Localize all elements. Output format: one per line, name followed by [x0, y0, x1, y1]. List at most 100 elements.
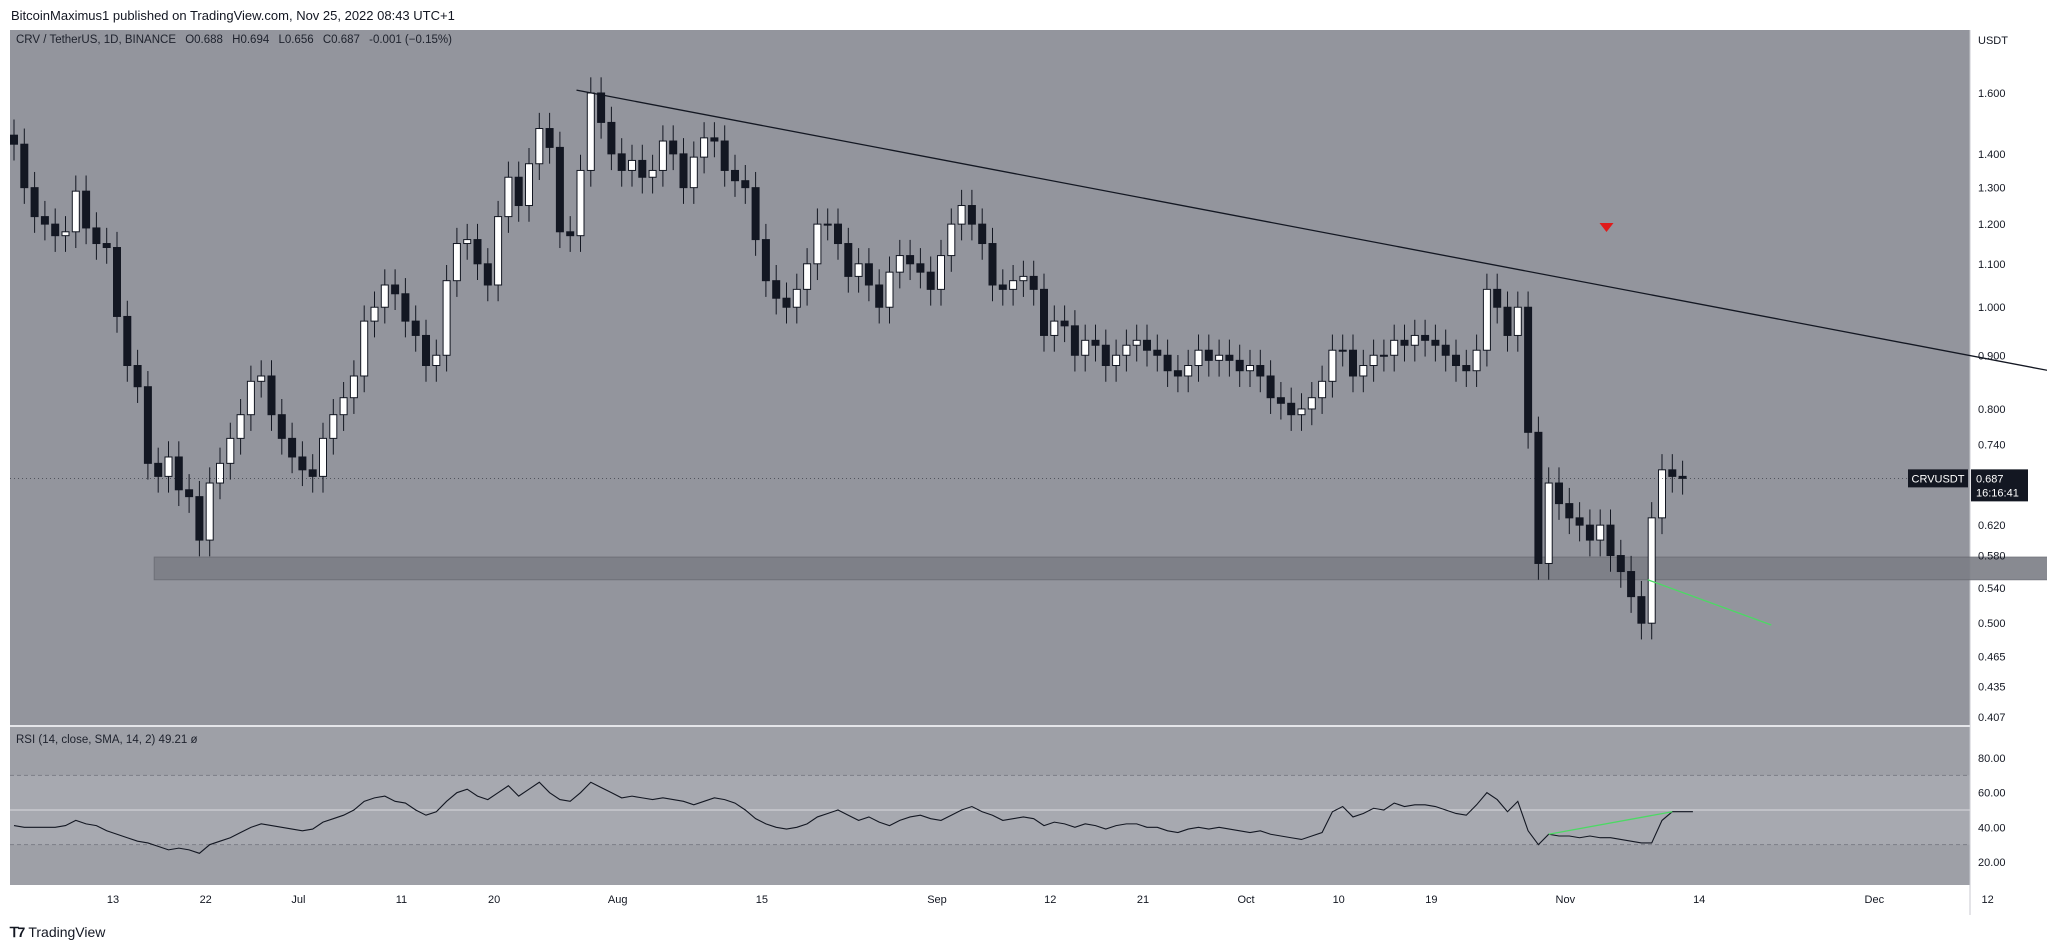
candle[interactable] [1225, 339, 1234, 377]
candle[interactable] [1493, 273, 1502, 324]
descending-trendline[interactable] [576, 89, 2047, 371]
candle[interactable] [1452, 339, 1460, 382]
candle[interactable] [1050, 305, 1059, 352]
candle[interactable] [813, 208, 822, 281]
candle[interactable] [803, 248, 812, 306]
candle[interactable] [1555, 467, 1563, 520]
candle[interactable] [483, 248, 492, 302]
candle[interactable] [1379, 339, 1388, 372]
candle[interactable] [133, 349, 142, 403]
candle[interactable] [82, 175, 91, 245]
candle[interactable] [1410, 319, 1419, 362]
candle[interactable] [267, 360, 276, 431]
candle[interactable] [761, 223, 770, 297]
candle[interactable] [916, 248, 925, 289]
price-axis[interactable] [1970, 30, 2047, 885]
candle[interactable] [1060, 305, 1069, 343]
candle[interactable] [1287, 387, 1296, 431]
candle[interactable] [10, 119, 18, 161]
candle[interactable] [844, 227, 853, 293]
candle[interactable] [1637, 580, 1646, 640]
candle[interactable] [1328, 334, 1337, 398]
candle[interactable] [1534, 416, 1543, 580]
candle[interactable] [246, 365, 255, 431]
candle[interactable] [463, 223, 472, 260]
candle[interactable] [308, 454, 317, 493]
candle[interactable] [689, 141, 698, 204]
candle[interactable] [1040, 273, 1048, 352]
candle[interactable] [854, 248, 863, 293]
candle[interactable] [1369, 339, 1378, 382]
candle[interactable] [51, 208, 60, 252]
candle[interactable] [1400, 324, 1409, 362]
candle[interactable] [102, 227, 111, 264]
candle[interactable] [1349, 334, 1357, 393]
tradingview-logo[interactable]: ꓔ7 TradingView [10, 924, 105, 941]
candle[interactable] [1668, 454, 1677, 493]
candle[interactable] [1204, 334, 1213, 377]
candle[interactable] [1585, 509, 1594, 557]
candle[interactable] [1112, 339, 1121, 382]
candle[interactable] [834, 208, 842, 260]
candle[interactable] [216, 447, 224, 500]
candle[interactable] [1081, 324, 1090, 372]
candle[interactable] [607, 106, 616, 171]
candle[interactable] [504, 161, 513, 233]
candle[interactable] [1575, 502, 1584, 542]
candle[interactable] [751, 171, 760, 256]
candle[interactable] [236, 399, 245, 455]
candle[interactable] [1019, 260, 1028, 297]
candle[interactable] [998, 269, 1007, 306]
candle[interactable] [360, 305, 369, 393]
candle[interactable] [257, 360, 266, 398]
candle[interactable] [1431, 324, 1440, 362]
candle[interactable] [1070, 310, 1079, 372]
candle[interactable] [1256, 349, 1265, 393]
candle[interactable] [638, 144, 647, 194]
candle[interactable] [1307, 382, 1316, 426]
candle[interactable] [1647, 502, 1656, 640]
support-zone[interactable] [153, 556, 2047, 581]
candle[interactable] [71, 175, 80, 249]
candle[interactable] [1101, 329, 1110, 382]
candle[interactable] [895, 239, 904, 289]
candle[interactable] [205, 467, 214, 557]
candle[interactable] [1091, 324, 1100, 362]
candle[interactable] [731, 154, 739, 197]
candle[interactable] [143, 371, 152, 480]
candle[interactable] [988, 227, 997, 302]
candle[interactable] [875, 269, 884, 324]
candle[interactable] [391, 269, 400, 311]
candle[interactable] [339, 382, 348, 431]
candle[interactable] [566, 216, 575, 252]
candle[interactable] [669, 125, 678, 171]
candle[interactable] [1153, 334, 1162, 372]
candle[interactable] [514, 161, 523, 222]
candle[interactable] [329, 399, 338, 455]
candle[interactable] [1441, 329, 1450, 372]
candle[interactable] [1359, 349, 1368, 393]
candle[interactable] [597, 77, 606, 139]
candle[interactable] [92, 212, 101, 260]
candle[interactable] [1163, 339, 1172, 387]
candle[interactable] [442, 264, 451, 372]
candle[interactable] [1596, 509, 1605, 557]
price-pane[interactable] [10, 30, 1970, 726]
rsi-divergence-line[interactable] [1548, 811, 1673, 835]
candle[interactable] [288, 422, 297, 474]
candle[interactable] [277, 399, 286, 455]
candle[interactable] [61, 216, 70, 252]
candle[interactable] [123, 300, 132, 382]
candle[interactable] [1029, 260, 1038, 306]
candle[interactable] [1143, 324, 1151, 367]
candle[interactable] [957, 189, 966, 241]
candle[interactable] [349, 360, 358, 414]
candle[interactable] [494, 200, 503, 302]
candle[interactable] [1503, 291, 1512, 352]
candle[interactable] [1472, 334, 1481, 387]
candle[interactable] [967, 189, 976, 241]
candle[interactable] [906, 239, 915, 281]
candle[interactable] [1246, 349, 1254, 387]
candle[interactable] [525, 148, 533, 222]
